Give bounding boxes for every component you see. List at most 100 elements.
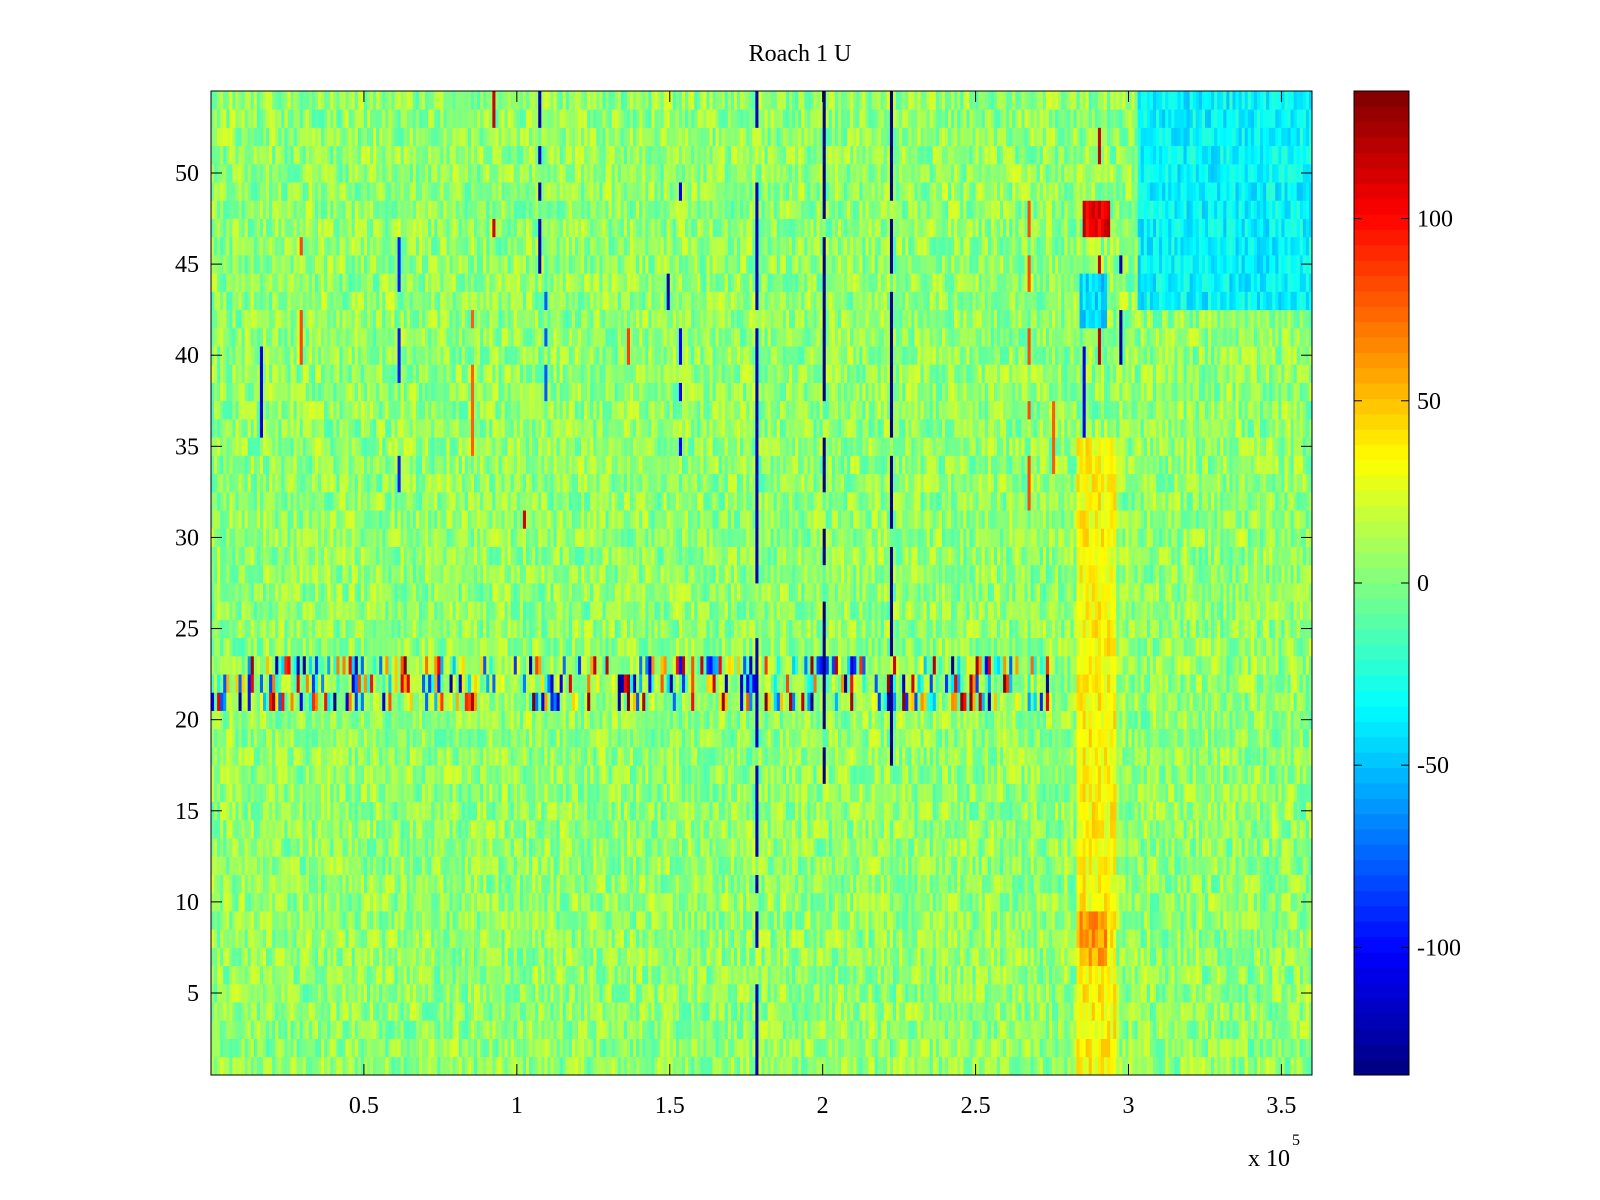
heatmap-cell bbox=[1131, 965, 1136, 985]
heatmap-cell bbox=[761, 838, 765, 857]
heatmap-cell bbox=[513, 929, 518, 948]
heatmap-cell bbox=[302, 1056, 307, 1076]
heatmap-cell bbox=[1036, 874, 1041, 894]
heatmap-cell bbox=[749, 819, 753, 839]
heatmap-cell bbox=[568, 819, 573, 839]
heatmap-cell bbox=[256, 929, 261, 948]
heatmap-cell bbox=[914, 983, 918, 1003]
heatmap-cell bbox=[428, 819, 432, 839]
heatmap-cell bbox=[244, 929, 249, 948]
heatmap-cell bbox=[565, 838, 570, 857]
heatmap-cell bbox=[945, 874, 949, 894]
heatmap-cell bbox=[272, 1020, 276, 1039]
heatmap-cell bbox=[440, 874, 444, 894]
heatmap-cell bbox=[743, 1020, 747, 1039]
heatmap-cell bbox=[529, 1038, 533, 1058]
heatmap-cell bbox=[822, 819, 827, 839]
heatmap-cell bbox=[1033, 929, 1038, 948]
heatmap-cell bbox=[318, 874, 322, 894]
heatmap-cell bbox=[553, 1002, 557, 1021]
heatmap-cell bbox=[1088, 856, 1093, 875]
heatmap-cell bbox=[211, 874, 215, 894]
heatmap-cell bbox=[1171, 819, 1175, 839]
heatmap-cell bbox=[1033, 983, 1038, 1003]
heatmap-cell bbox=[1085, 1020, 1090, 1039]
heatmap-cell bbox=[1128, 983, 1132, 1003]
heatmap-cell bbox=[1171, 911, 1175, 930]
heatmap-cell bbox=[761, 819, 765, 839]
heatmap-cell bbox=[691, 911, 695, 930]
heatmap-cell bbox=[758, 947, 762, 967]
heatmap-cell bbox=[284, 965, 288, 985]
heatmap-cell bbox=[764, 929, 769, 948]
heatmap-cell bbox=[935, 1002, 940, 1021]
heatmap-cell bbox=[290, 874, 294, 894]
heatmap-cell bbox=[642, 856, 646, 875]
heatmap-cell bbox=[278, 838, 282, 857]
heatmap-cell bbox=[749, 1002, 753, 1021]
heatmap-cell bbox=[486, 965, 490, 985]
heatmap-cell bbox=[477, 929, 481, 948]
heatmap-cell bbox=[1116, 838, 1120, 857]
heatmap-cell bbox=[727, 838, 732, 857]
heatmap-cell bbox=[626, 1020, 631, 1039]
heatmap-cell bbox=[709, 1038, 713, 1058]
heatmap-cell bbox=[217, 1020, 221, 1039]
heatmap-cell bbox=[1260, 1020, 1264, 1039]
heatmap-cell bbox=[773, 1020, 778, 1039]
heatmap-cell bbox=[599, 947, 603, 967]
heatmap-cell bbox=[941, 838, 946, 857]
heatmap-cell bbox=[975, 1002, 980, 1021]
heatmap-cell bbox=[1122, 1020, 1126, 1039]
heatmap-cell bbox=[733, 838, 738, 857]
heatmap-cell bbox=[1269, 911, 1273, 930]
heatmap-cell bbox=[617, 1002, 622, 1021]
heatmap-cell bbox=[776, 929, 781, 948]
heatmap-cell bbox=[1211, 911, 1215, 930]
heatmap-cell bbox=[422, 1056, 426, 1076]
heatmap-cell bbox=[562, 1002, 567, 1021]
heatmap-cell bbox=[507, 983, 512, 1003]
heatmap-cell bbox=[425, 965, 429, 985]
heatmap-cell bbox=[993, 856, 998, 875]
heatmap-cell bbox=[1186, 1038, 1191, 1058]
heatmap-cell bbox=[688, 965, 692, 985]
heatmap-cell bbox=[1128, 1020, 1132, 1039]
heatmap-cell bbox=[513, 965, 518, 985]
heatmap-cell bbox=[571, 983, 576, 1003]
heatmap-cell bbox=[969, 911, 973, 930]
heatmap-cell bbox=[911, 1056, 915, 1076]
heatmap-cell bbox=[391, 1002, 395, 1021]
heatmap-cell bbox=[1211, 1002, 1215, 1021]
heatmap-cell bbox=[1012, 874, 1016, 894]
heatmap-cell bbox=[614, 947, 619, 967]
heatmap-cell bbox=[544, 911, 548, 930]
heatmap-cell bbox=[507, 911, 512, 930]
heatmap-cell bbox=[700, 929, 704, 948]
heatmap-cell bbox=[357, 965, 362, 985]
heatmap-cell bbox=[660, 965, 665, 985]
heatmap-cell bbox=[972, 819, 976, 839]
heatmap-cell bbox=[666, 911, 671, 930]
heatmap-cell bbox=[1235, 1020, 1239, 1039]
heatmap-cell bbox=[1217, 874, 1221, 894]
heatmap-cell bbox=[360, 983, 365, 1003]
heatmap-cell bbox=[241, 929, 246, 948]
heatmap-cell bbox=[1214, 1056, 1218, 1076]
heatmap-cell bbox=[960, 874, 964, 894]
heatmap-cell bbox=[1061, 965, 1065, 985]
heatmap-cell bbox=[853, 911, 857, 930]
heatmap-cell bbox=[1308, 838, 1313, 857]
heatmap-cell bbox=[1253, 892, 1258, 912]
heatmap-cell bbox=[498, 856, 502, 875]
heatmap-cell bbox=[648, 965, 652, 985]
heatmap-cell bbox=[1186, 911, 1191, 930]
heatmap-cell bbox=[614, 1020, 619, 1039]
heatmap-cell bbox=[868, 983, 872, 1003]
heatmap-cell bbox=[299, 838, 304, 857]
heatmap-cell bbox=[981, 1002, 986, 1021]
heatmap-cell bbox=[1104, 874, 1108, 894]
heatmap-cell bbox=[1201, 838, 1206, 857]
heatmap-cell bbox=[434, 874, 438, 894]
heatmap-cell bbox=[272, 1002, 276, 1021]
